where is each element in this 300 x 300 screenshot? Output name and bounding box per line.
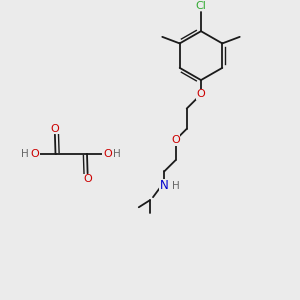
Text: O: O	[83, 174, 92, 184]
Text: N: N	[160, 179, 169, 193]
Text: H: H	[172, 181, 180, 191]
Text: H: H	[113, 149, 121, 159]
Text: O: O	[31, 149, 40, 159]
Text: O: O	[103, 149, 112, 159]
Text: O: O	[196, 89, 206, 99]
Text: H: H	[21, 149, 29, 159]
Text: O: O	[171, 135, 180, 145]
Text: Cl: Cl	[196, 1, 206, 11]
Text: O: O	[50, 124, 59, 134]
